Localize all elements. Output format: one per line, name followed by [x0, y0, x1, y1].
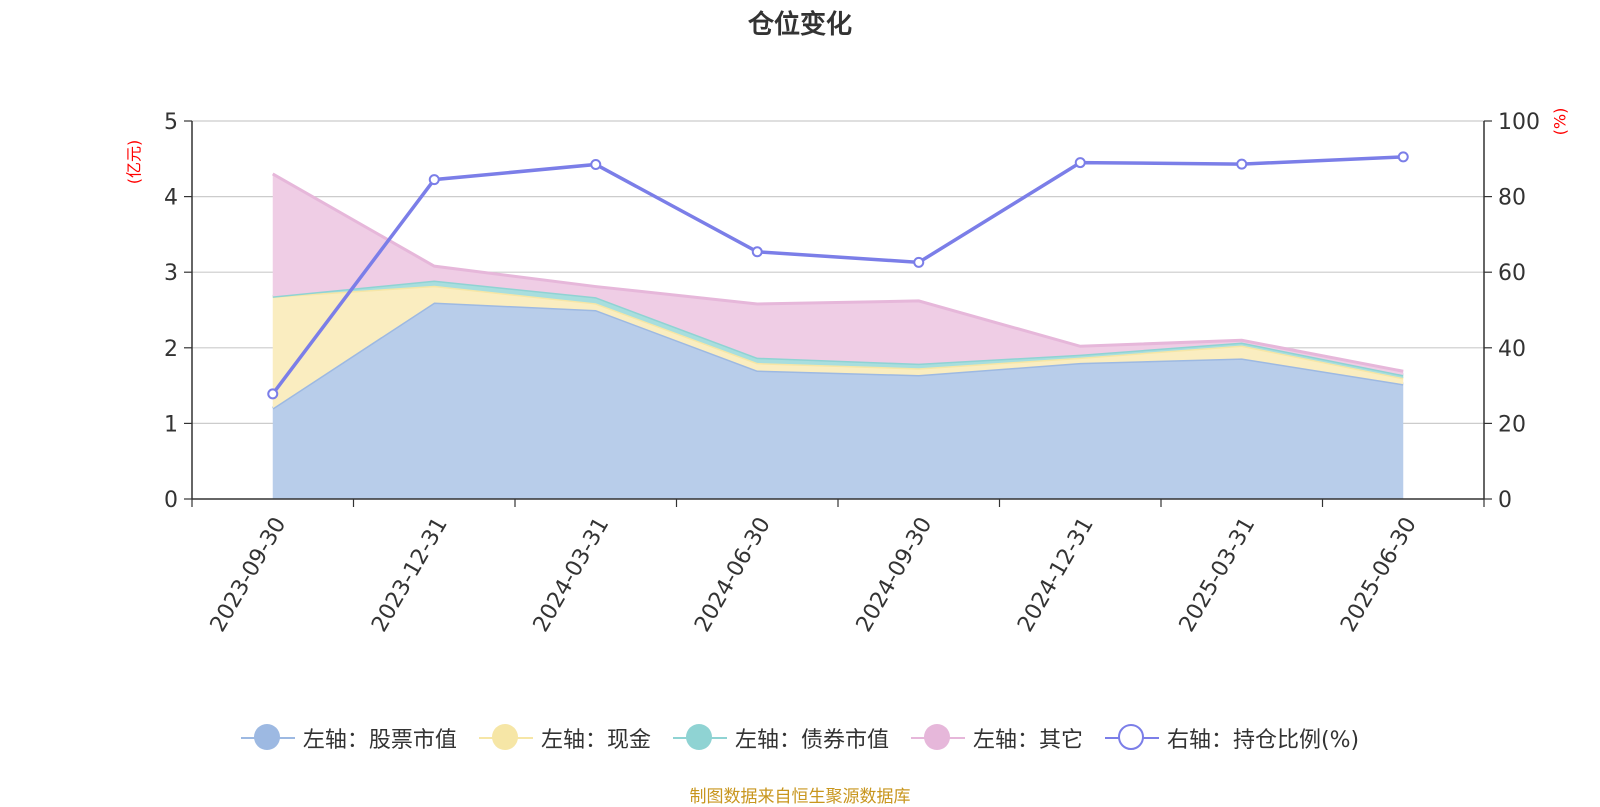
- area-line-3: [272, 172, 1404, 373]
- x-tick-label: 2023-12-31: [367, 513, 453, 636]
- legend-label-stock: 左轴：股票市值: [302, 728, 457, 753]
- legend-item-cash[interactable]: 左轴：现金: [478, 722, 651, 754]
- ratio-point: [267, 388, 279, 400]
- x-tick-label: 2024-03-31: [529, 513, 615, 636]
- legend-bond-icon: [672, 724, 727, 752]
- ratio-point: [1397, 151, 1409, 163]
- left-tick-label: 2: [164, 337, 178, 362]
- right-tick-label: 80: [1498, 186, 1526, 211]
- right-tick-label: 40: [1498, 337, 1526, 362]
- right-tick-label: 60: [1498, 261, 1526, 286]
- ratio-point: [913, 256, 925, 268]
- legend-label-cash: 左轴：现金: [540, 728, 651, 753]
- area-series-0: [272, 302, 1404, 499]
- left-tick-label: 0: [164, 488, 178, 513]
- left-tick-label: 4: [164, 186, 178, 211]
- x-tick-label: 2024-06-30: [690, 513, 776, 636]
- legend-ratio-icon: [1104, 724, 1159, 752]
- left-tick-label: 1: [164, 412, 178, 437]
- x-tick-label: 2024-12-31: [1013, 513, 1099, 636]
- x-tick-label: 2024-09-30: [852, 513, 938, 636]
- left-tick-label: 5: [164, 110, 178, 135]
- legend-label-bond: 左轴：债券市值: [734, 728, 889, 753]
- legend-item-stock[interactable]: 左轴：股票市值: [240, 722, 457, 754]
- data-source-note: 制图数据来自恒生聚源数据库: [689, 787, 911, 807]
- ratio-point: [428, 174, 440, 186]
- legend-item-other[interactable]: 左轴：其它: [910, 722, 1083, 754]
- chart-title: 仓位变化: [747, 10, 852, 40]
- area-series-1: [272, 285, 1404, 409]
- right-tick-label: 100: [1498, 110, 1540, 135]
- right-tick-label: 0: [1498, 488, 1512, 513]
- left-tick-label: 3: [164, 261, 178, 286]
- x-tick-label: 2025-03-31: [1175, 513, 1261, 636]
- legend-item-bond[interactable]: 左轴：债券市值: [672, 722, 889, 754]
- legend-label-other: 左轴：其它: [972, 728, 1083, 753]
- legend-label-ratio: 右轴：持仓比例(%): [1166, 728, 1360, 753]
- ratio-point: [1236, 158, 1248, 170]
- legend-item-ratio[interactable]: 右轴：持仓比例(%): [1104, 722, 1360, 754]
- ratio-point: [590, 158, 602, 170]
- legend-stock-icon: [240, 724, 295, 752]
- x-tick-label: 2025-06-30: [1336, 513, 1422, 636]
- area-series-2: [272, 280, 1404, 379]
- legend: 左轴：股票市值 左轴：现金 左轴：债券市值 左轴：其它 右轴：持仓比例(%): [0, 722, 1600, 754]
- legend-cash-icon: [478, 724, 533, 752]
- x-tick-label: 2023-09-30: [206, 513, 292, 636]
- right-tick-label: 20: [1498, 412, 1526, 437]
- ratio-point: [1074, 157, 1086, 169]
- ratio-point: [751, 246, 763, 258]
- ratio-line: [271, 155, 1404, 395]
- legend-other-icon: [910, 724, 965, 752]
